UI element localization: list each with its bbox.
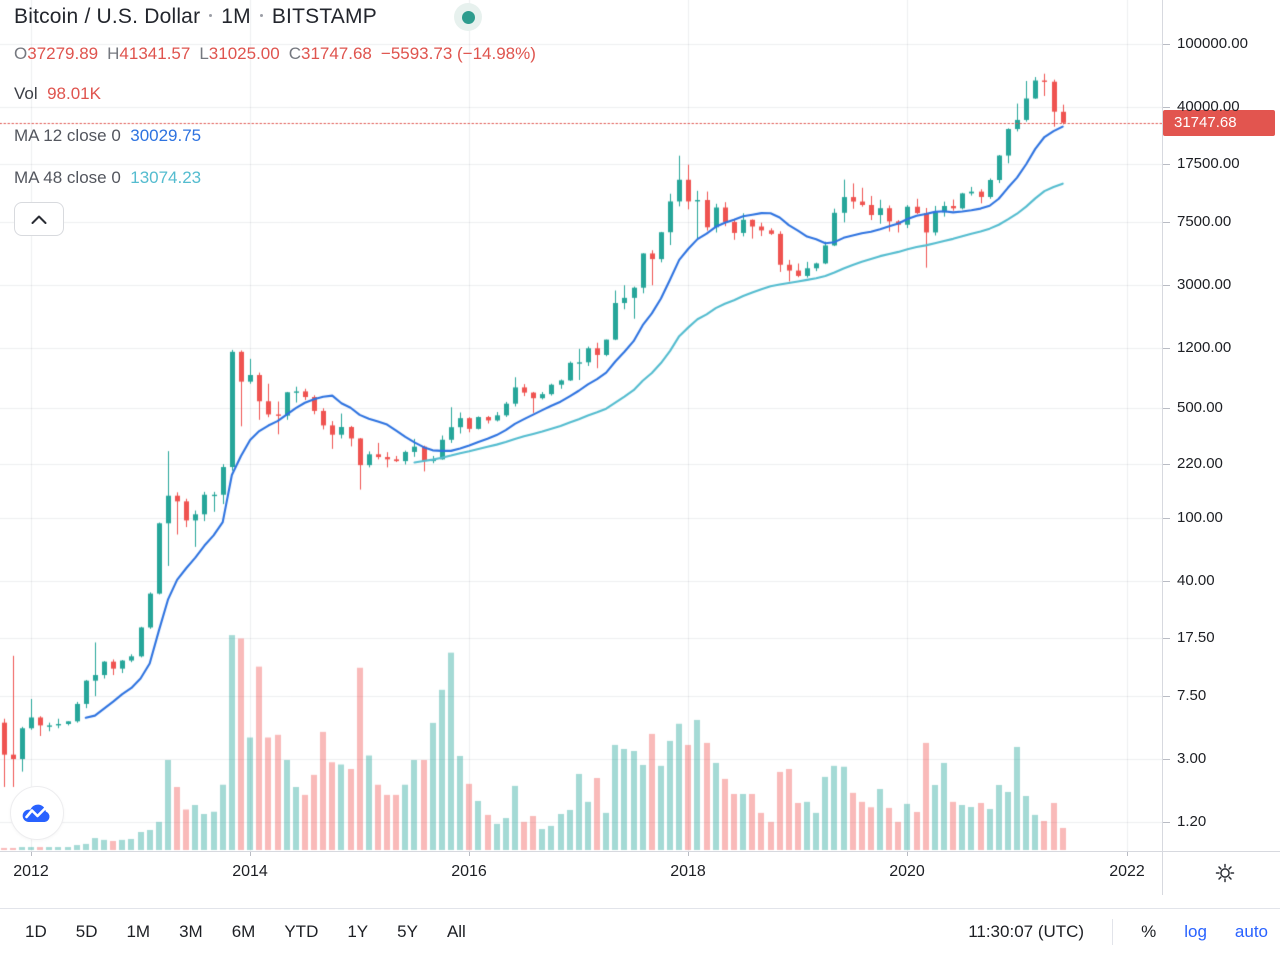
time-axis-year-label: 2018 bbox=[670, 863, 706, 880]
volume-label: Vol bbox=[14, 84, 38, 103]
open-label: O bbox=[14, 44, 28, 63]
axis-corner-divider bbox=[1162, 852, 1163, 895]
open-value: 37279.89 bbox=[27, 44, 99, 63]
price-axis-label: 100000.00 bbox=[1177, 35, 1248, 52]
bottom-toolbar: 1D 5D 1M 3M 6M YTD 1Y 5Y All 11:30:07 (UTC) % lo… bbox=[0, 908, 1280, 955]
toolbar-divider bbox=[1112, 919, 1114, 945]
date-range-group: 1D 5D 1M 3M 6M YTD 1Y 5Y All bbox=[25, 922, 466, 942]
range-button-1m[interactable]: 1M bbox=[126, 922, 151, 941]
high-label: H bbox=[107, 44, 120, 63]
range-button-3m[interactable]: 3M bbox=[179, 922, 203, 941]
time-axis-tick bbox=[469, 852, 470, 856]
toolbar-right-group: 11:30:07 (UTC) % log auto bbox=[968, 919, 1268, 945]
axis-settings-gear-icon[interactable] bbox=[1215, 863, 1235, 883]
price-axis-tick bbox=[1163, 581, 1170, 582]
ma48-label: MA 48 close 0 bbox=[14, 168, 121, 187]
time-axis-year-label: 2012 bbox=[13, 863, 49, 880]
price-axis-tick bbox=[1163, 759, 1170, 760]
tradingview-logo[interactable] bbox=[10, 786, 64, 840]
volume-row: Vol 98.01K bbox=[14, 84, 101, 104]
exchange-label[interactable]: BITSTAMP bbox=[271, 5, 377, 28]
price-axis-label: 3000.00 bbox=[1177, 276, 1232, 293]
change-value: −5593.73 (−14.98%) bbox=[380, 44, 536, 63]
time-axis-tick bbox=[688, 852, 689, 856]
separator-dot bbox=[209, 14, 213, 18]
price-axis-label: 17.50 bbox=[1177, 629, 1215, 646]
ma12-row: MA 12 close 0 30029.75 bbox=[14, 126, 201, 146]
collapse-legend-button[interactable] bbox=[14, 202, 64, 236]
price-axis-tick bbox=[1163, 164, 1170, 165]
range-button-all[interactable]: All bbox=[446, 922, 466, 941]
price-axis-label: 220.00 bbox=[1177, 455, 1223, 472]
ohlc-row: O37279.89 H41341.57 L31025.00 C31747.68 −559… bbox=[14, 44, 536, 64]
time-axis-year-label: 2016 bbox=[451, 863, 487, 880]
time-axis-year-label: 2020 bbox=[889, 863, 925, 880]
range-button-6m[interactable]: 6M bbox=[231, 922, 256, 941]
high-value: 41341.57 bbox=[119, 44, 191, 63]
range-button-ytd[interactable]: YTD bbox=[284, 922, 319, 941]
price-axis-tick bbox=[1163, 348, 1170, 349]
price-axis-label: 1.20 bbox=[1177, 813, 1207, 830]
market-status-indicator[interactable] bbox=[454, 3, 482, 31]
log-scale-button[interactable]: log bbox=[1184, 922, 1207, 941]
price-axis-tick bbox=[1163, 638, 1170, 639]
interval-label[interactable]: 1M bbox=[221, 5, 251, 28]
range-button-1d[interactable]: 1D bbox=[25, 922, 47, 941]
auto-scale-button[interactable]: auto bbox=[1234, 922, 1268, 941]
close-value: 31747.68 bbox=[300, 44, 372, 63]
time-axis-year-label: 2022 bbox=[1109, 863, 1145, 880]
price-axis-label: 500.00 bbox=[1177, 399, 1223, 416]
range-button-5y[interactable]: 5Y bbox=[397, 922, 418, 941]
ma48-row: MA 48 close 0 13074.23 bbox=[14, 168, 201, 188]
price-axis-tick bbox=[1163, 408, 1170, 409]
price-axis-tick bbox=[1163, 518, 1170, 519]
ma12-value: 30029.75 bbox=[130, 126, 202, 145]
price-axis-label: 17500.00 bbox=[1177, 155, 1240, 172]
price-axis[interactable]: 31747.68 100000.00 40000.00 17500.00 7500.0… bbox=[1162, 0, 1280, 851]
last-price-tag: 31747.68 bbox=[1163, 110, 1275, 136]
price-axis-label: 1200.00 bbox=[1177, 339, 1232, 356]
price-axis-tick bbox=[1163, 464, 1170, 465]
time-axis-year-label: 2014 bbox=[232, 863, 268, 880]
time-axis-tick bbox=[250, 852, 251, 856]
close-label: C bbox=[288, 44, 301, 63]
range-button-5d[interactable]: 5D bbox=[75, 922, 98, 941]
price-axis-label: 3.00 bbox=[1177, 750, 1207, 767]
ma12-label: MA 12 close 0 bbox=[14, 126, 121, 145]
low-label: L bbox=[199, 44, 209, 63]
price-axis-label: 7.50 bbox=[1177, 687, 1207, 704]
range-button-1y[interactable]: 1Y bbox=[347, 922, 369, 941]
price-chart-canvas[interactable] bbox=[0, 0, 1162, 851]
price-axis-label: 40000.00 bbox=[1177, 98, 1240, 115]
time-axis-tick bbox=[907, 852, 908, 856]
time-axis-tick bbox=[31, 852, 32, 856]
market-status-dot-icon bbox=[461, 10, 475, 24]
price-axis-tick bbox=[1163, 222, 1170, 223]
price-axis-tick bbox=[1163, 285, 1170, 286]
ma48-value: 13074.23 bbox=[130, 168, 202, 187]
separator-dot bbox=[259, 14, 263, 18]
price-axis-label: 100.00 bbox=[1177, 509, 1223, 526]
symbol-title[interactable]: Bitcoin / U.S. Dollar bbox=[14, 5, 201, 28]
price-axis-tick bbox=[1163, 44, 1170, 45]
time-axis[interactable]: 2012 2014 2016 2018 2020 2022 bbox=[0, 851, 1280, 895]
price-axis-label: 7500.00 bbox=[1177, 213, 1232, 230]
price-axis-label: 40.00 bbox=[1177, 572, 1215, 589]
chevron-up-icon bbox=[31, 215, 47, 224]
clock-utc[interactable]: 11:30:07 (UTC) bbox=[968, 922, 1085, 941]
percent-scale-button[interactable]: % bbox=[1141, 922, 1157, 941]
price-axis-tick bbox=[1163, 822, 1170, 823]
last-price-value: 31747.68 bbox=[1174, 114, 1237, 131]
low-value: 31025.00 bbox=[208, 44, 280, 63]
price-axis-tick bbox=[1163, 696, 1170, 697]
symbol-title-row[interactable]: Bitcoin / U.S. Dollar 1M BITSTAMP bbox=[14, 5, 377, 29]
volume-value: 98.01K bbox=[47, 84, 101, 103]
cloud-chart-logo-icon bbox=[22, 804, 50, 823]
price-axis-tick bbox=[1163, 107, 1170, 108]
time-axis-tick bbox=[1127, 852, 1128, 856]
